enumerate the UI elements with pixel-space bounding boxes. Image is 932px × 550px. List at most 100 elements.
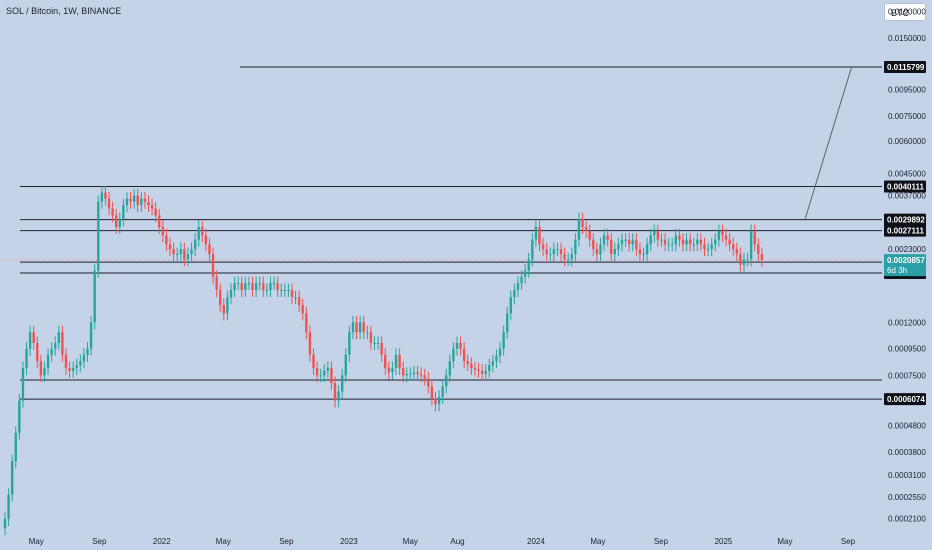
candle-body xyxy=(617,244,620,250)
candle-body xyxy=(93,270,96,323)
candle-body xyxy=(143,198,147,202)
candle-body xyxy=(538,226,541,245)
x-tick-label: May xyxy=(590,537,605,546)
level-label: 0.0040111 xyxy=(887,182,924,191)
candle-body xyxy=(466,361,469,364)
candle-body xyxy=(688,239,692,245)
candle-body xyxy=(369,332,373,343)
candle-body xyxy=(574,239,577,255)
x-tick-label: Sep xyxy=(279,537,294,546)
candle-body xyxy=(556,249,559,251)
target-level-label: 0.0115799 xyxy=(887,63,925,72)
candle-body xyxy=(265,289,269,291)
candle-body xyxy=(419,373,423,376)
candle-body xyxy=(211,254,215,277)
candle-body xyxy=(358,322,362,333)
candle-body xyxy=(100,192,104,202)
candle-body xyxy=(197,226,200,240)
y-tick-label: 0.0003800 xyxy=(888,448,926,457)
candle-body xyxy=(710,244,713,250)
candle-body xyxy=(21,368,25,401)
candle-body xyxy=(25,348,28,369)
candle-body xyxy=(437,396,441,405)
candle-body xyxy=(186,254,190,260)
candle-body xyxy=(473,368,477,370)
candle-body xyxy=(391,368,394,373)
candle-body xyxy=(283,289,286,291)
candle-body xyxy=(491,361,495,366)
candle-body xyxy=(549,254,552,256)
candle-body xyxy=(610,239,613,255)
target-level-label-bg xyxy=(884,61,926,74)
y-tick-label: 0.0150000 xyxy=(888,34,926,43)
candle-body xyxy=(276,283,279,290)
current-price-label: 0.0020857 xyxy=(887,256,925,265)
candle-body xyxy=(50,348,53,355)
candle-body xyxy=(258,283,261,285)
candle-body xyxy=(384,354,387,369)
candle-body xyxy=(111,208,114,216)
candle-body xyxy=(337,391,340,401)
candle-body xyxy=(742,259,746,265)
candle-body xyxy=(147,201,150,206)
candle-body xyxy=(333,383,337,401)
candle-body xyxy=(122,205,125,220)
candle-body xyxy=(498,348,502,357)
x-tick-label: 2023 xyxy=(340,537,358,546)
candle-body xyxy=(441,386,444,397)
currency-button[interactable]: BTC xyxy=(884,3,926,21)
candle-body xyxy=(416,372,419,374)
candle-body xyxy=(534,226,538,240)
candle-body xyxy=(208,244,211,255)
candle-body xyxy=(251,283,254,290)
candle-body xyxy=(394,354,398,369)
candle-body xyxy=(348,332,351,355)
candle-body xyxy=(18,400,21,433)
candle-body xyxy=(344,354,347,376)
candle-body xyxy=(79,361,82,366)
candle-body xyxy=(430,386,434,399)
candle-body xyxy=(520,276,523,284)
candle-body xyxy=(717,231,721,240)
y-tick-label: 0.0095000 xyxy=(888,85,926,94)
candle-body xyxy=(351,322,355,333)
candle-body xyxy=(728,239,731,245)
candle-body xyxy=(577,219,581,240)
current-price-countdown: 6d 3h xyxy=(887,266,907,275)
x-tick-label: May xyxy=(777,537,792,546)
projection-line xyxy=(804,66,853,220)
candle-body xyxy=(703,244,706,250)
candle-body xyxy=(527,259,530,271)
candle-body xyxy=(168,244,172,250)
candle-body xyxy=(193,239,197,250)
candle-body xyxy=(204,235,208,245)
candle-body xyxy=(545,249,548,255)
candle-body xyxy=(82,354,86,362)
candle-body xyxy=(373,342,376,344)
candle-body xyxy=(115,215,118,227)
candle-body xyxy=(613,249,617,255)
candle-body xyxy=(297,297,301,306)
candle-body xyxy=(10,461,14,495)
candle-body xyxy=(305,313,308,333)
candle-body xyxy=(470,363,473,369)
candle-body xyxy=(28,332,32,349)
candle-body xyxy=(190,249,193,255)
candle-body xyxy=(222,305,226,314)
candle-body xyxy=(387,368,391,373)
candle-body xyxy=(459,342,462,349)
candle-body xyxy=(559,249,563,255)
candle-body xyxy=(495,356,498,362)
candle-body xyxy=(599,244,602,255)
candle-body xyxy=(584,226,588,232)
candle-body xyxy=(290,289,294,298)
candle-body xyxy=(308,332,312,355)
candle-body xyxy=(631,239,634,245)
y-tick-label: 0.0023000 xyxy=(888,245,926,254)
candle-body xyxy=(165,235,168,245)
candle-body xyxy=(380,342,383,355)
candle-body xyxy=(638,249,642,255)
y-tick-label: 0.0002100 xyxy=(888,515,926,524)
x-tick-label: Sep xyxy=(841,537,856,546)
